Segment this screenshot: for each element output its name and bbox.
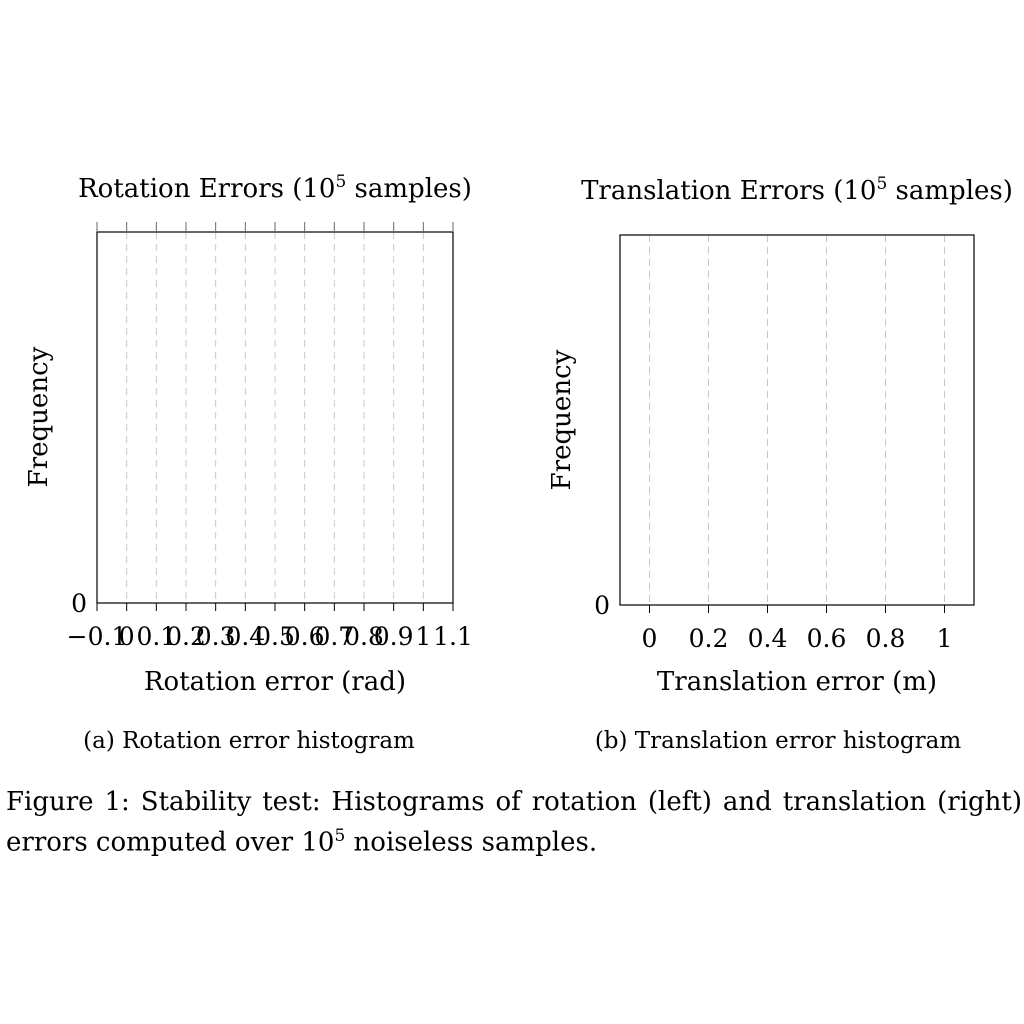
translation-error-histogram: 0 0.2 0.4 0.6 0.8 1 0 Translation Errors (105 … <box>547 174 1013 754</box>
x-tick-label: 0.2 <box>689 624 729 653</box>
x-tick-label: 1 <box>937 624 953 653</box>
x-tick-label: 0.8 <box>866 624 906 653</box>
x-tick-label: 0.2 <box>166 622 206 651</box>
x-tick-label: 0.3 <box>196 622 236 651</box>
rotation-error-histogram: −0.10 0.10.20.30.40.50.60.70.80.9 1 1.10 Ro… <box>24 172 473 754</box>
x-tick-label: 0 <box>119 622 135 651</box>
y-tick-label: 0 <box>594 591 610 620</box>
x-tick-label: 0 <box>642 624 658 653</box>
subfigure-caption: (a) Rotation error histogram <box>83 728 415 754</box>
x-tick-label: 1 <box>415 622 431 651</box>
x-tick-label: 1.1 <box>433 622 473 651</box>
subfigure-caption: (b) Translation error histogram <box>595 728 962 754</box>
x-tick-label: 0.1 <box>136 622 176 651</box>
plot-frame <box>619 234 975 606</box>
chart-title: Translation Errors (105 samples) <box>581 174 1013 206</box>
x-tick-label: 0.4 <box>225 622 265 651</box>
x-tick-label: −0.1 <box>67 622 128 651</box>
figure-caption: Figure 1: Stability test: Histograms of … <box>6 785 1022 860</box>
figure-caption-exponent: 5 <box>334 826 346 846</box>
figure-caption-text-end: noiseless samples. <box>345 827 598 858</box>
x-tick-label: 0.7 <box>314 622 354 651</box>
x-tick-label: 0.5 <box>255 622 295 651</box>
x-tick-label: 0.9 <box>374 622 414 651</box>
x-tick-label: 0.6 <box>285 622 325 651</box>
y-axis-label: Frequency <box>547 349 577 490</box>
x-tick-label: 0.4 <box>748 624 788 653</box>
x-axis-label: Rotation error (rad) <box>144 667 406 697</box>
figure-caption-text: Figure 1: Stability test: Histograms of … <box>6 787 1022 858</box>
y-axis-label: Frequency <box>24 346 54 487</box>
chart-title: Rotation Errors (105 samples) <box>78 172 472 204</box>
x-axis-label: Translation error (m) <box>657 667 937 697</box>
x-tick-label: 0.8 <box>344 622 384 651</box>
x-tick-label: 0.6 <box>807 624 847 653</box>
y-tick-label: 0 <box>71 589 87 618</box>
